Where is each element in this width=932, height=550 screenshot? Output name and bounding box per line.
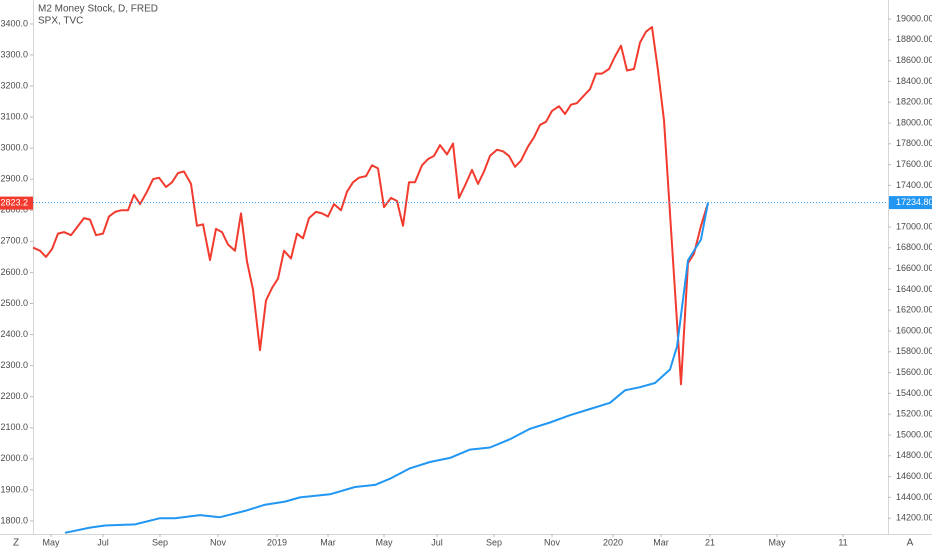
- x-tick-label: 2019: [267, 537, 287, 547]
- y2-tick-label: 18800.00: [896, 34, 932, 44]
- y-tick-label: 1800.0: [0, 515, 28, 525]
- y2-tick-label: 18400.00: [896, 76, 932, 86]
- x-tick-label: Mar: [653, 537, 669, 547]
- y-tick-label: 2800.0: [0, 205, 28, 215]
- y2-tick-label: 14200.00: [896, 513, 932, 523]
- y-tick-label: 3100.0: [0, 111, 28, 121]
- y2-tick-label: 15600.00: [896, 367, 932, 377]
- last-value-tag: [889, 196, 932, 210]
- y-tick-label: 2900.0: [0, 174, 28, 184]
- x-tick-label: Sep: [152, 537, 168, 547]
- y2-tick-label: 14400.00: [896, 492, 932, 502]
- y2-tick-label: 15800.00: [896, 346, 932, 356]
- y-tick-label: 2400.0: [0, 329, 28, 339]
- y-tick-label: 2600.0: [0, 267, 28, 277]
- y-tick-label: 2700.0: [0, 236, 28, 246]
- series-line: [33, 26, 709, 386]
- plot-area: [33, 26, 709, 534]
- y-tick-label: 2300.0: [0, 360, 28, 370]
- y2-tick-label: 16600.00: [896, 263, 932, 273]
- y2-tick-label: 15200.00: [896, 409, 932, 419]
- x-tick-label: May: [375, 537, 393, 547]
- y2-tick-label: 16800.00: [896, 242, 932, 252]
- x-tick-label: May: [42, 537, 60, 547]
- y2-tick-label: 18600.00: [896, 55, 932, 65]
- y2-tick-label: 16400.00: [896, 284, 932, 294]
- y-tick-label: 2200.0: [0, 391, 28, 401]
- y2-tick-label: 19000.00: [896, 13, 932, 23]
- y-tick-label: 3300.0: [0, 49, 28, 59]
- x-tick-label: Nov: [544, 537, 561, 547]
- series-line: [64, 202, 709, 534]
- y2-tick-label: 15400.00: [896, 388, 932, 398]
- x-tick-label: Sep: [486, 537, 502, 547]
- x-tick-label: Jul: [97, 537, 109, 547]
- y2-tick-label: 14600.00: [896, 471, 932, 481]
- y2-tick-label: 16000.00: [896, 325, 932, 335]
- corner-label[interactable]: A: [907, 538, 914, 549]
- legend-entry: M2 Money Stock, D, FRED: [38, 4, 158, 15]
- x-tick-label: 2020: [603, 537, 623, 547]
- y2-tick-label: 17800.00: [896, 138, 932, 148]
- y-tick-label: 1900.0: [0, 484, 28, 494]
- x-tick-label: Nov: [210, 537, 227, 547]
- y-tick-label: 3400.0: [0, 18, 28, 28]
- y2-tick-label: 17600.00: [896, 159, 932, 169]
- y2-tick-label: 15000.00: [896, 429, 932, 439]
- legend-entry: SPX, TVC: [38, 16, 83, 27]
- y-tick-label: 2500.0: [0, 298, 28, 308]
- y2-tick-label: 18200.00: [896, 97, 932, 107]
- y-tick-label: 2000.0: [0, 453, 28, 463]
- x-tick-label: May: [768, 537, 786, 547]
- y2-tick-label: 16200.00: [896, 305, 932, 315]
- x-tick-label: Mar: [320, 537, 336, 547]
- y2-tick-label: 17000.00: [896, 221, 932, 231]
- y2-tick-label: 17400.00: [896, 180, 932, 190]
- last-value-tag: [0, 196, 33, 210]
- y-tick-label: 3000.0: [0, 143, 28, 153]
- y2-tick-label: 14800.00: [896, 450, 932, 460]
- y-tick-label: 2100.0: [0, 422, 28, 432]
- x-tick-label: Jul: [431, 537, 443, 547]
- corner-label[interactable]: Z: [13, 538, 19, 549]
- x-tick-label: 21: [705, 537, 715, 547]
- x-tick-label: 11: [838, 537, 847, 547]
- y-tick-label: 3200.0: [0, 80, 28, 90]
- last-value-label: 17234.80: [896, 197, 932, 207]
- last-value-label: 2823.2: [0, 197, 28, 207]
- y2-tick-label: 18000.00: [896, 117, 932, 127]
